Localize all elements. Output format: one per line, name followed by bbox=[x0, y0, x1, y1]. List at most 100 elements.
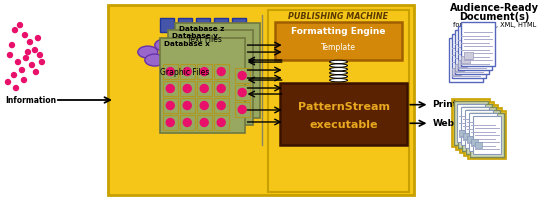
Bar bbox=[163, 115, 178, 130]
Bar bbox=[180, 115, 195, 130]
Bar bbox=[470, 113, 504, 157]
Text: PatternStream: PatternStream bbox=[298, 102, 389, 112]
Bar bbox=[461, 107, 490, 145]
Circle shape bbox=[200, 118, 208, 126]
Bar bbox=[471, 139, 478, 145]
Bar bbox=[214, 115, 229, 130]
Bar bbox=[456, 102, 494, 150]
Text: formats: PDF, XML, HTML: formats: PDF, XML, HTML bbox=[453, 22, 536, 28]
Circle shape bbox=[200, 101, 208, 109]
Circle shape bbox=[8, 53, 13, 58]
Bar bbox=[235, 85, 250, 100]
Bar bbox=[180, 64, 195, 79]
Ellipse shape bbox=[329, 75, 348, 78]
Circle shape bbox=[32, 48, 37, 53]
Bar bbox=[458, 26, 492, 70]
Circle shape bbox=[166, 68, 174, 76]
Bar bbox=[474, 116, 501, 154]
Ellipse shape bbox=[145, 54, 165, 66]
Bar bbox=[463, 107, 496, 151]
Circle shape bbox=[238, 105, 246, 113]
Bar bbox=[465, 110, 493, 148]
Bar bbox=[180, 98, 195, 113]
Bar bbox=[197, 81, 212, 96]
Ellipse shape bbox=[329, 68, 348, 71]
Ellipse shape bbox=[329, 71, 348, 75]
Circle shape bbox=[6, 80, 10, 85]
Circle shape bbox=[183, 118, 191, 126]
Circle shape bbox=[200, 68, 208, 76]
Text: Print: Print bbox=[432, 100, 458, 109]
Bar bbox=[168, 30, 252, 125]
Ellipse shape bbox=[138, 46, 158, 58]
Text: Template: Template bbox=[321, 43, 356, 52]
Circle shape bbox=[238, 72, 246, 80]
Bar bbox=[469, 113, 497, 151]
Text: Text Files: Text Files bbox=[187, 35, 222, 44]
Bar bbox=[197, 115, 212, 130]
Bar bbox=[214, 18, 228, 32]
Bar bbox=[175, 23, 260, 118]
Text: PUBLISHING MACHINE: PUBLISHING MACHINE bbox=[288, 12, 389, 21]
Circle shape bbox=[217, 68, 225, 76]
Bar bbox=[460, 105, 498, 153]
Bar bbox=[463, 133, 470, 139]
Circle shape bbox=[183, 85, 191, 93]
Bar bbox=[196, 18, 210, 32]
Circle shape bbox=[238, 89, 246, 97]
Circle shape bbox=[166, 101, 174, 109]
Bar bbox=[458, 104, 485, 142]
Circle shape bbox=[183, 101, 191, 109]
Circle shape bbox=[15, 60, 20, 65]
Bar bbox=[464, 108, 502, 156]
Circle shape bbox=[217, 85, 225, 93]
Text: Web: Web bbox=[432, 119, 454, 128]
Bar bbox=[279, 83, 408, 145]
Bar bbox=[163, 98, 178, 113]
Ellipse shape bbox=[172, 44, 192, 56]
Bar bbox=[180, 81, 195, 96]
Circle shape bbox=[9, 43, 14, 48]
Bar bbox=[274, 22, 403, 60]
Ellipse shape bbox=[329, 60, 348, 64]
Circle shape bbox=[34, 70, 38, 75]
Circle shape bbox=[35, 36, 41, 41]
Bar bbox=[163, 64, 178, 79]
Bar bbox=[163, 81, 178, 96]
Bar bbox=[235, 102, 250, 117]
Text: Audience-Ready: Audience-Ready bbox=[450, 3, 539, 13]
Bar bbox=[197, 64, 212, 79]
Circle shape bbox=[12, 73, 16, 78]
Bar bbox=[160, 38, 245, 133]
Ellipse shape bbox=[155, 39, 175, 51]
Text: Information: Information bbox=[5, 96, 56, 105]
Circle shape bbox=[14, 86, 19, 91]
Circle shape bbox=[21, 78, 26, 83]
Circle shape bbox=[24, 56, 29, 61]
Circle shape bbox=[18, 23, 23, 28]
Bar bbox=[464, 52, 474, 59]
Circle shape bbox=[166, 118, 174, 126]
Ellipse shape bbox=[329, 64, 348, 67]
Circle shape bbox=[37, 53, 42, 58]
Bar bbox=[461, 56, 470, 63]
Bar bbox=[452, 99, 490, 147]
Circle shape bbox=[183, 68, 191, 76]
Circle shape bbox=[23, 33, 28, 38]
Bar bbox=[178, 18, 192, 32]
Bar bbox=[455, 64, 464, 71]
Bar bbox=[461, 22, 496, 66]
Bar bbox=[197, 98, 212, 113]
Bar bbox=[452, 68, 461, 75]
Circle shape bbox=[30, 63, 35, 68]
Text: Database x: Database x bbox=[164, 41, 210, 47]
Text: Document(s): Document(s) bbox=[459, 12, 530, 22]
Bar bbox=[449, 38, 483, 82]
Bar bbox=[458, 104, 492, 148]
Circle shape bbox=[200, 85, 208, 93]
Text: Formatting Engine: Formatting Engine bbox=[292, 27, 386, 36]
Bar bbox=[454, 101, 488, 145]
Circle shape bbox=[217, 101, 225, 109]
Bar bbox=[459, 130, 466, 136]
Circle shape bbox=[13, 28, 18, 33]
